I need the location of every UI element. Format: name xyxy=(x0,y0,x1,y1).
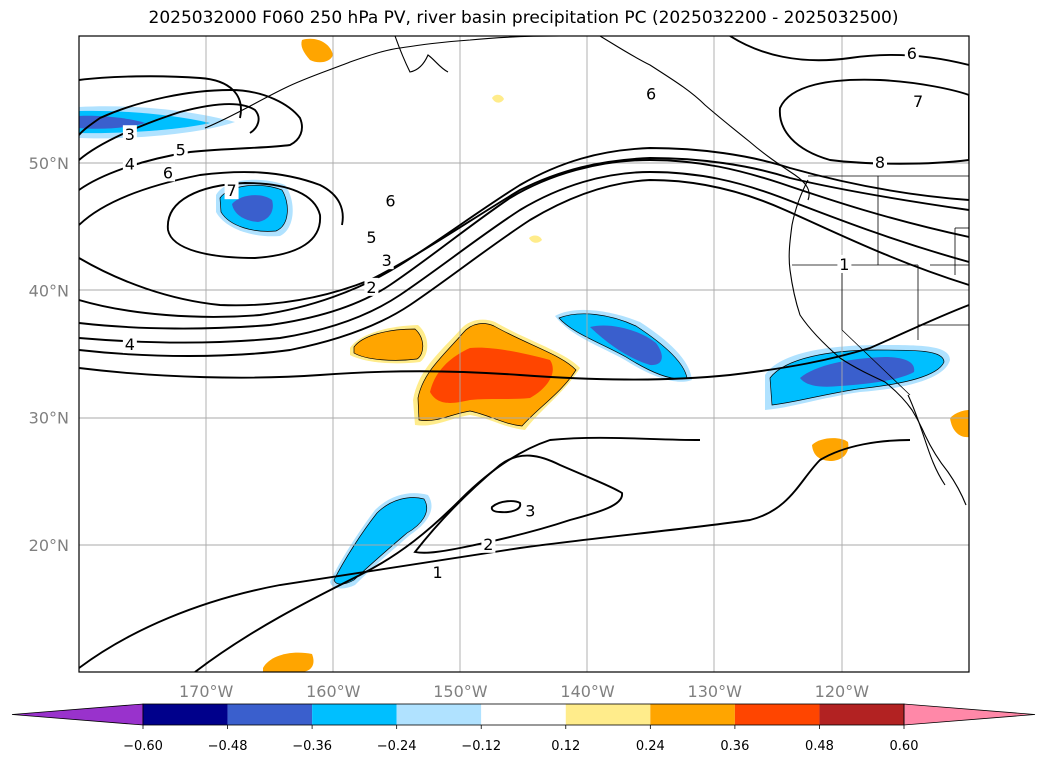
contour-label: 3 xyxy=(382,251,392,270)
contour-label-bg xyxy=(173,140,188,159)
colorbar-tick-label: 0.48 xyxy=(805,739,834,754)
lat-label: 50°N xyxy=(29,154,69,173)
lon-label: 170°W xyxy=(179,682,234,701)
state-borders xyxy=(792,175,969,396)
colorbar-tick-label: −0.24 xyxy=(377,739,417,754)
pv-contour-5-jet xyxy=(79,147,969,318)
pv-contour-7-ne xyxy=(779,78,969,165)
colorbar-tick-label: 0.36 xyxy=(720,739,749,754)
lat-label: 30°N xyxy=(29,409,69,428)
pv-contour-1-jet xyxy=(79,304,969,381)
contour-label-bg xyxy=(904,43,919,62)
contour-label-bg xyxy=(161,163,175,182)
colorbar-tick-label: 0.12 xyxy=(551,739,580,754)
colorbar-segment xyxy=(565,704,651,725)
colorbar-tick-label: 0.60 xyxy=(890,739,919,754)
pv-contour-7-low xyxy=(167,182,321,259)
contour-label-bg xyxy=(837,254,852,273)
precip-outline xyxy=(219,185,945,585)
lat-label: 20°N xyxy=(29,536,69,555)
colorbar-tick-label: −0.60 xyxy=(123,739,163,754)
contour-label-bg xyxy=(873,153,887,172)
pv-contour-4-jet xyxy=(79,159,969,330)
contour-label: 6 xyxy=(646,85,656,104)
colorbar: −0.60 −0.48 −0.36 −0.24 −0.12 0.12 0.24 0.36 0.4… xyxy=(11,703,1036,754)
contour-label: 5 xyxy=(176,140,186,159)
contour-label: 6 xyxy=(907,44,917,63)
contour-label-bg xyxy=(383,191,398,210)
colorbar-extend-max xyxy=(903,703,1036,726)
contour-label-bg xyxy=(122,154,137,173)
contour-label-bg xyxy=(481,534,496,553)
pv-contour-6-jet xyxy=(79,157,969,307)
us-west-coast xyxy=(788,179,967,506)
contour-label: 1 xyxy=(839,255,849,274)
contour-label-bg xyxy=(430,562,445,581)
pv-contour-3-south xyxy=(490,500,522,514)
colorbar-frame xyxy=(142,703,905,726)
pv-contour-6-low xyxy=(79,171,344,226)
colorbar-segment xyxy=(227,704,313,725)
contour-label: 2 xyxy=(366,278,376,297)
pv-contour-south-1 xyxy=(79,439,911,669)
contour-label-bg xyxy=(644,84,659,103)
latitude-labels: 50°N 40°N 30°N 20°N xyxy=(29,154,69,555)
contour-label: 6 xyxy=(385,191,395,210)
alaska-coast xyxy=(204,36,561,129)
lat-label: 40°N xyxy=(29,281,69,300)
colorbar-segment xyxy=(650,704,735,725)
contour-label-bg xyxy=(523,501,538,520)
contour-label: 7 xyxy=(913,92,923,111)
colorbar-segment xyxy=(481,704,566,725)
pv-contour-6-ne xyxy=(729,36,969,66)
precip-positive-ne xyxy=(301,38,333,63)
contour-label: 7 xyxy=(226,181,236,200)
contour-label: 6 xyxy=(163,163,173,182)
contour-label: 1 xyxy=(432,563,442,582)
lon-label: 160°W xyxy=(306,682,361,701)
contour-label-bg xyxy=(224,181,239,200)
coastlines xyxy=(204,36,967,506)
colorbar-segment xyxy=(143,704,228,725)
longitude-labels: 170°W 160°W 150°W 140°W 130°W 120°W xyxy=(179,682,869,701)
contour-label-bg xyxy=(364,277,379,296)
bc-coast xyxy=(599,36,810,201)
contour-label-bg xyxy=(122,335,137,354)
contour-label-bg xyxy=(122,125,137,144)
contour-label: 3 xyxy=(525,502,535,521)
colorbar-tick-label: −0.36 xyxy=(292,739,332,754)
contour-label-bg xyxy=(911,92,926,111)
graticule xyxy=(79,36,969,672)
pv-contour-south-2 xyxy=(194,436,701,672)
colorbar-extend-min xyxy=(11,703,144,726)
contour-label: 2 xyxy=(483,535,493,554)
colorbar-segment xyxy=(396,704,482,725)
contour-label-bg xyxy=(379,251,394,270)
contour-label: 8 xyxy=(875,153,885,172)
pv-contours xyxy=(79,36,969,672)
map-title: 2025032000 F060 250 hPa PV, river basin … xyxy=(148,8,899,28)
contour-label: 4 xyxy=(125,335,135,354)
lon-label: 140°W xyxy=(560,682,615,701)
lon-label: 130°W xyxy=(688,682,743,701)
pv-contour-3-jet xyxy=(79,171,969,344)
colorbar-segment xyxy=(734,704,820,725)
lon-label: 150°W xyxy=(433,682,488,701)
colorbar-tick-label: −0.48 xyxy=(208,739,248,754)
contour-label: 3 xyxy=(125,125,135,144)
pv-contour-2-jet xyxy=(79,179,969,357)
lon-label: 120°W xyxy=(815,682,870,701)
map-frame xyxy=(78,35,970,673)
colorbar-tick-label: 0.24 xyxy=(636,739,665,754)
contour-label: 5 xyxy=(366,228,376,247)
colorbar-segment xyxy=(312,704,397,725)
contour-label-bg xyxy=(364,228,379,247)
colorbar-tick-label: −0.12 xyxy=(461,739,501,754)
colorbar-segment xyxy=(819,704,904,725)
contour-label: 4 xyxy=(125,154,135,173)
